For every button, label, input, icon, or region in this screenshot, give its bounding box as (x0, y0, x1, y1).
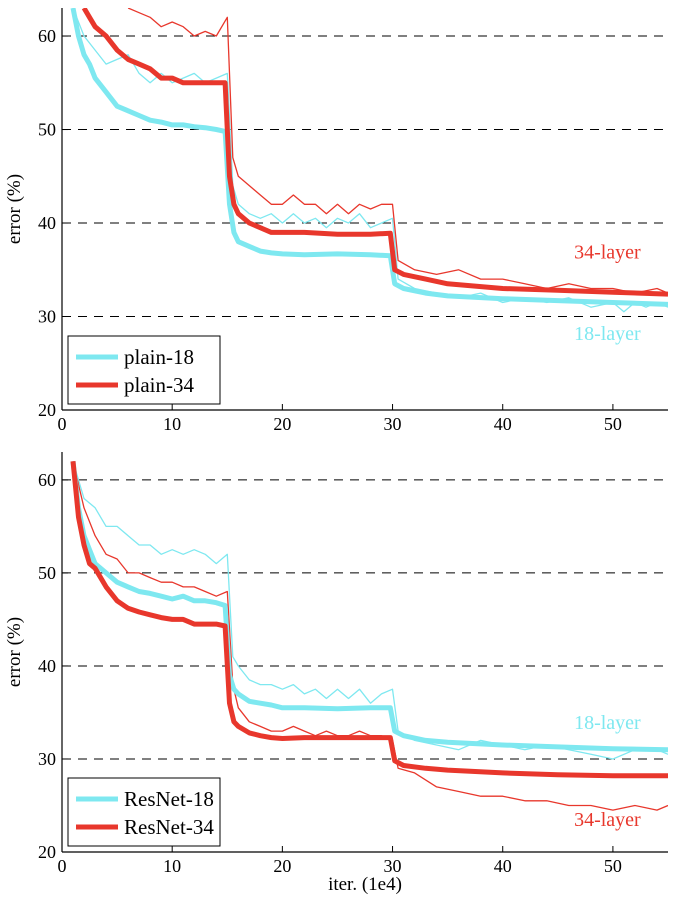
legend: ResNet-18 ResNet-34 (67, 777, 221, 847)
y-tick-label: 40 (38, 213, 56, 233)
annotation-label: 18-layer (574, 712, 641, 734)
series-line (70, 8, 668, 307)
y-tick-label: 30 (38, 749, 56, 769)
y-tick-label: 40 (38, 656, 56, 676)
y-axis-label: error (%) (4, 174, 25, 244)
y-tick-label: 50 (38, 120, 56, 140)
legend-box (67, 777, 221, 847)
series-line (72, 8, 668, 313)
y-tick-label: 30 (38, 307, 56, 327)
series-line (72, 461, 668, 760)
x-tick-label: 40 (494, 856, 512, 876)
x-tick-label: 10 (163, 414, 181, 434)
x-tick-label: 50 (604, 856, 622, 876)
x-tick-label: 30 (384, 856, 402, 876)
x-tick-label: 20 (273, 414, 291, 434)
legend-label: ResNet-34 (124, 815, 214, 839)
legend-label: plain-34 (124, 373, 194, 397)
series-line (70, 461, 668, 779)
series-line (72, 461, 668, 811)
annotation-label: 34-layer (574, 242, 641, 264)
annotation-label: 34-layer (574, 809, 641, 831)
legend-label: ResNet-18 (124, 787, 214, 811)
y-tick-label: 50 (38, 563, 56, 583)
series-line (70, 461, 668, 753)
x-tick-label: 20 (273, 856, 291, 876)
x-tick-label: 50 (604, 414, 622, 434)
y-axis-label: error (%) (4, 617, 25, 687)
series-line (127, 8, 668, 294)
y-tick-label: 60 (38, 470, 56, 490)
y-tick-label: 60 (38, 26, 56, 46)
y-tick-label: 20 (38, 842, 56, 862)
x-tick-label: 0 (58, 856, 67, 876)
bottom-panel: 0 10 20 30 40 50 20 30 40 50 60 error (%) iter. (1e4… (4, 452, 668, 895)
legend: plain-18 plain-34 (67, 335, 221, 405)
x-tick-label: 40 (494, 414, 512, 434)
x-tick-label: 10 (163, 856, 181, 876)
top-panel: 0 10 20 30 40 50 20 30 40 50 60 error (%) 34-layer 18… (4, 8, 668, 434)
legend-box (67, 335, 221, 405)
series-line (81, 8, 668, 297)
annotation-label: 18-layer (574, 323, 641, 345)
legend-label: plain-18 (124, 345, 194, 369)
y-tick-label: 20 (38, 400, 56, 420)
x-tick-label: 0 (58, 414, 67, 434)
x-tick-label: 30 (384, 414, 402, 434)
x-axis-label: iter. (1e4) (328, 874, 402, 895)
